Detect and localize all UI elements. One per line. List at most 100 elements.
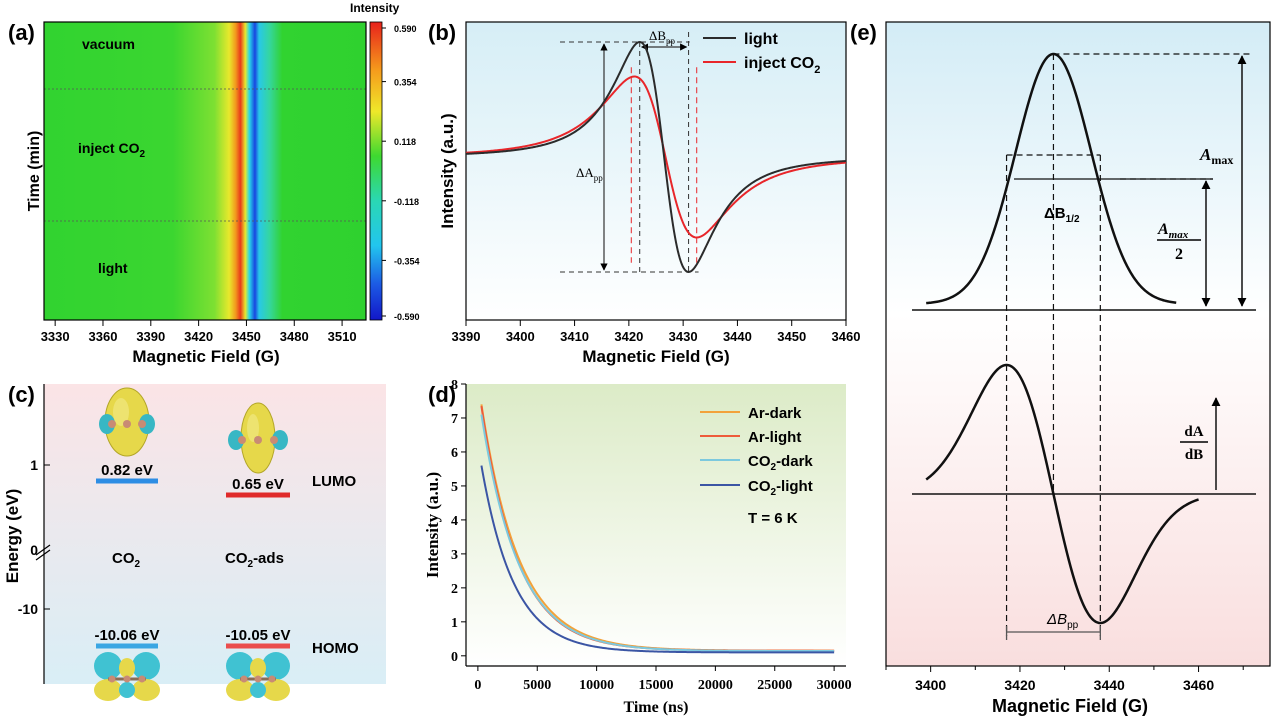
colorbar (369, 21, 383, 321)
panel-d: 0 5000 10000 15000 20000 25000 30000012345678 … (423, 378, 852, 716)
delta-b-label: ΔBpp (649, 28, 676, 46)
panel-e-label: (e) (850, 20, 877, 45)
xtick-label: 3450 (777, 329, 806, 344)
panel-a-xlabel: Magnetic Field (G) (132, 347, 279, 366)
ytick-label: 4 (451, 514, 458, 529)
panel-b: (b) ΔBpp ΔApp light inject CO2 Intensity… (428, 20, 860, 366)
orbital-lumo-co2 (99, 387, 155, 457)
xtick-label: 3480 (280, 329, 309, 344)
legend-label-light: light (744, 31, 778, 48)
half-max-numerator: Amax (1157, 221, 1189, 241)
ytick-label: -10 (18, 601, 38, 617)
xtick-label: 25000 (757, 678, 792, 693)
ytick-label: 6 (451, 446, 458, 461)
panel-a-heatmap (44, 22, 366, 320)
panel-b-label: (b) (428, 20, 456, 45)
xtick-label: 3420 (1004, 677, 1035, 693)
panel-d-legend: Ar-dark Ar-light CO2-dark CO2-light T = … (700, 405, 813, 527)
series-line-co2-light (480, 465, 835, 654)
amax-label: Amax (1199, 145, 1233, 167)
ytick-label: 1 (30, 457, 38, 473)
series-line-absorption (926, 52, 1177, 305)
panel-b-guides (560, 32, 699, 273)
ytick-label: 7 (451, 412, 458, 427)
xtick-label: 3460 (1183, 677, 1214, 693)
colorbar-tick-label: -0.118 (394, 197, 419, 207)
panel-b-ylabel: Intensity (a.u.) (438, 113, 457, 228)
xtick-label: 5000 (523, 678, 551, 693)
panel-c-ylabel: Energy (eV) (3, 489, 22, 583)
panel-e-xticks: 3400 3420 3440 3460 (885, 666, 1244, 693)
orbital-homo-co2 (94, 652, 160, 701)
ytick-label: 5 (451, 480, 458, 495)
xtick-label: 3400 (915, 677, 946, 693)
xtick-label: 3390 (136, 329, 165, 344)
xtick-label: 3410 (560, 329, 589, 344)
legend-label-ar-light: Ar-light (748, 429, 801, 446)
xtick-label: 20000 (698, 678, 733, 693)
delta-a-label: ΔApp (576, 165, 603, 183)
series-line-co2-dark (480, 414, 835, 653)
ytick-label: 3 (451, 548, 458, 563)
column-label-co2-ads: CO2-ads (225, 550, 284, 570)
colorbar-title: Intensity (350, 1, 400, 15)
orbital-lumo-co2-ads (228, 402, 288, 474)
panel-b-xlabel: Magnetic Field (G) (582, 347, 729, 366)
panel-d-xlabel: Time (ns) (623, 699, 688, 716)
panel-a-ylabel: Time (min) (26, 131, 43, 212)
xtick-label: 15000 (639, 678, 674, 693)
ytick-label: 0 (30, 542, 38, 558)
panel-d-ticks: 0 5000 10000 15000 20000 25000 30000 0 1 2 3 4 5 6 7 8 (451, 378, 852, 693)
axis-break (35, 544, 51, 556)
xtick-label: 3420 (614, 329, 643, 344)
orbital-homo-co2-ads (226, 652, 290, 701)
region-label-vacuum: vacuum (82, 36, 135, 52)
panel-d-background (466, 384, 846, 666)
xtick-label: 3440 (1094, 677, 1125, 693)
panel-d-ylabel: Intensity (a.u.) (423, 472, 442, 578)
colorbar-ticks: 0.590 0.354 0.118 -0.118 -0.354 -0.590 (382, 24, 420, 322)
panel-e-background-top (886, 22, 1270, 314)
ytick-label: 2 (451, 582, 458, 597)
colorbar-tick-label: -0.590 (394, 312, 420, 322)
panel-d-label: (d) (428, 382, 456, 407)
homo-label: HOMO (312, 640, 359, 657)
column-label-co2: CO2 (112, 550, 141, 570)
panel-c-label: (c) (8, 382, 35, 407)
half-max-denominator: 2 (1175, 246, 1183, 263)
xtick-label: 3440 (723, 329, 752, 344)
dadb-denominator: dB (1185, 447, 1203, 463)
colorbar-tick-label: -0.354 (394, 256, 420, 266)
panel-a-frame (43, 21, 367, 321)
colorbar-tick-label: 0.354 (394, 78, 417, 88)
lumo-value-co2-ads: 0.65 eV (232, 476, 284, 493)
homo-value-co2: -10.06 eV (94, 627, 159, 644)
ytick-label: 0 (451, 650, 458, 665)
series-line-derivative (925, 363, 1199, 625)
panel-b-xticks: 3390 3400 3410 3420 3430 3440 3450 3460 (452, 320, 861, 344)
panel-a-xticks: 3330 3360 3390 3420 3450 3480 3510 (41, 320, 357, 344)
axis-break (35, 549, 51, 561)
panel-b-background (466, 22, 846, 320)
panel-e: (e) Amax Amax 2 ΔB1/2 dA dB ΔBpp Magneti… (850, 20, 1271, 716)
panel-d-series (480, 404, 835, 654)
region-label-inject: inject CO2 (78, 140, 145, 160)
lumo-value-co2: 0.82 eV (101, 462, 153, 479)
dbpp-label: ΔBpp (1046, 611, 1079, 631)
xtick-label: 3510 (328, 329, 357, 344)
series-line-inject-co2 (465, 75, 847, 239)
legend-label-co2-light: CO2-light (748, 478, 813, 498)
xtick-label: 3430 (669, 329, 698, 344)
homo-value-co2-ads: -10.05 eV (225, 627, 290, 644)
panel-a: (a) vacuum inject CO2 light Time (min) M… (8, 1, 420, 366)
dadb-numerator: dA (1184, 424, 1203, 440)
xtick-label: 10000 (579, 678, 614, 693)
panel-e-guides (912, 53, 1256, 640)
legend-label-ar-dark: Ar-dark (748, 405, 802, 422)
xtick-label: 3460 (832, 329, 861, 344)
xtick-label: 3400 (506, 329, 535, 344)
ytick-label: 8 (451, 378, 458, 393)
legend-label-co2-dark: CO2-dark (748, 453, 813, 473)
panel-a-label: (a) (8, 20, 35, 45)
